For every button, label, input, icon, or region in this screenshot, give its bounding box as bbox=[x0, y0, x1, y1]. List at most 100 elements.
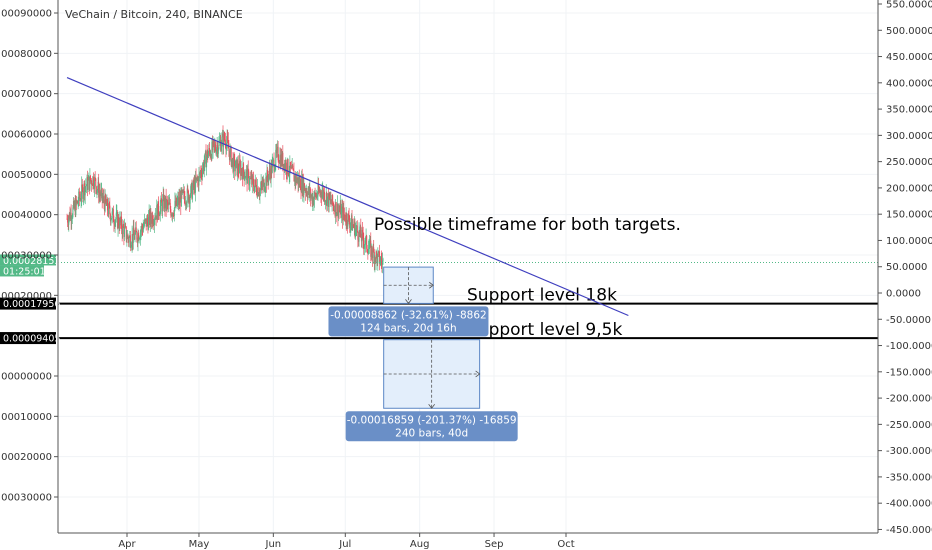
candle-body bbox=[189, 196, 191, 204]
candle-body bbox=[95, 178, 97, 187]
candle-body bbox=[220, 145, 222, 151]
candle-body bbox=[102, 198, 104, 200]
candle-body bbox=[286, 173, 288, 175]
x-tick-label: Sep bbox=[485, 539, 504, 550]
candle-body bbox=[228, 151, 230, 160]
candle-body bbox=[345, 220, 347, 223]
measure-label-box bbox=[345, 411, 518, 442]
candle-body bbox=[290, 166, 292, 169]
candle-body bbox=[369, 240, 371, 242]
candle-body bbox=[364, 244, 366, 246]
candle-body bbox=[207, 150, 209, 158]
left-tick-label: 0.00090000 bbox=[0, 9, 52, 20]
candle-body bbox=[101, 188, 103, 191]
candle-body bbox=[325, 200, 327, 202]
candle-body bbox=[111, 218, 113, 220]
candle-body bbox=[374, 257, 376, 263]
candle-body bbox=[237, 163, 239, 175]
candle-body bbox=[241, 172, 243, 180]
candle-body bbox=[116, 212, 118, 229]
candle-body bbox=[110, 219, 112, 222]
candle-body bbox=[367, 251, 369, 254]
candle-body bbox=[129, 235, 131, 238]
candle-body bbox=[274, 169, 276, 172]
candle-body bbox=[334, 209, 336, 216]
candle-body bbox=[269, 168, 271, 173]
candle-body bbox=[243, 172, 245, 180]
candle-body bbox=[180, 189, 182, 207]
candle-body bbox=[208, 148, 210, 154]
candle-body bbox=[104, 195, 106, 212]
candle-body bbox=[162, 199, 164, 212]
candle-body bbox=[322, 188, 324, 193]
candle-body bbox=[104, 202, 106, 212]
candle-body bbox=[111, 211, 113, 219]
candle-body bbox=[288, 174, 290, 176]
candle-body bbox=[365, 235, 367, 238]
candle-body bbox=[151, 215, 153, 224]
candle-body bbox=[253, 186, 255, 192]
candle-body bbox=[133, 227, 135, 236]
candle-body bbox=[353, 225, 355, 228]
candle-body bbox=[275, 149, 277, 166]
candle-body bbox=[258, 194, 260, 196]
candle-body bbox=[89, 175, 91, 190]
candle-body bbox=[314, 191, 316, 194]
candle-body bbox=[180, 196, 182, 207]
candle-body bbox=[165, 196, 167, 209]
candle-body bbox=[132, 234, 134, 243]
candle-body bbox=[139, 232, 141, 239]
candle-body bbox=[212, 140, 214, 151]
candle-body bbox=[237, 163, 239, 172]
candle-body bbox=[159, 215, 161, 217]
candle-body bbox=[341, 206, 343, 210]
candle-body bbox=[203, 164, 205, 171]
candle-body bbox=[324, 201, 326, 203]
candle-body bbox=[346, 223, 348, 227]
candle-body bbox=[287, 159, 289, 175]
candle-body bbox=[143, 225, 145, 228]
support-level-text: Support level 9,5k bbox=[467, 320, 622, 340]
candle-body bbox=[99, 194, 101, 197]
candle-body bbox=[238, 161, 240, 173]
left-tick-label: 0.00080000 bbox=[0, 49, 52, 60]
left-tick-label: 0.00060000 bbox=[0, 130, 52, 141]
right-tick-label: -300.0000 bbox=[886, 446, 932, 457]
candle-body bbox=[231, 159, 233, 166]
candle-body bbox=[336, 203, 338, 213]
candle-body bbox=[126, 238, 128, 240]
candle-body bbox=[97, 181, 99, 190]
candle-body bbox=[147, 221, 149, 230]
candle-body bbox=[184, 197, 186, 205]
candle-body bbox=[130, 246, 132, 248]
candle-body bbox=[106, 198, 108, 211]
candle-body bbox=[146, 217, 148, 222]
candle-body bbox=[284, 163, 286, 172]
candle-body bbox=[322, 188, 324, 197]
candle-body bbox=[98, 191, 100, 198]
candle-body bbox=[187, 190, 189, 203]
candle-body bbox=[126, 234, 128, 239]
candle-body bbox=[353, 221, 355, 228]
candle-body bbox=[260, 182, 262, 189]
candle-body bbox=[229, 149, 231, 160]
candle-body bbox=[76, 201, 78, 204]
x-tick-label: Jul bbox=[338, 539, 351, 550]
candle-body bbox=[150, 219, 152, 224]
candle-body bbox=[321, 195, 323, 198]
candle-body bbox=[362, 232, 364, 241]
candle-body bbox=[138, 233, 140, 241]
candle-body bbox=[221, 136, 223, 146]
candle-body bbox=[166, 200, 168, 209]
candle-body bbox=[185, 203, 187, 206]
candle-body bbox=[69, 212, 71, 220]
candle-body bbox=[169, 202, 171, 210]
candle-body bbox=[209, 151, 211, 157]
candle-body bbox=[377, 251, 379, 253]
candle-body bbox=[203, 163, 205, 171]
candle-body bbox=[357, 231, 359, 240]
candle-body bbox=[262, 181, 264, 188]
left-tick-label: -0.00010000 bbox=[0, 412, 52, 423]
